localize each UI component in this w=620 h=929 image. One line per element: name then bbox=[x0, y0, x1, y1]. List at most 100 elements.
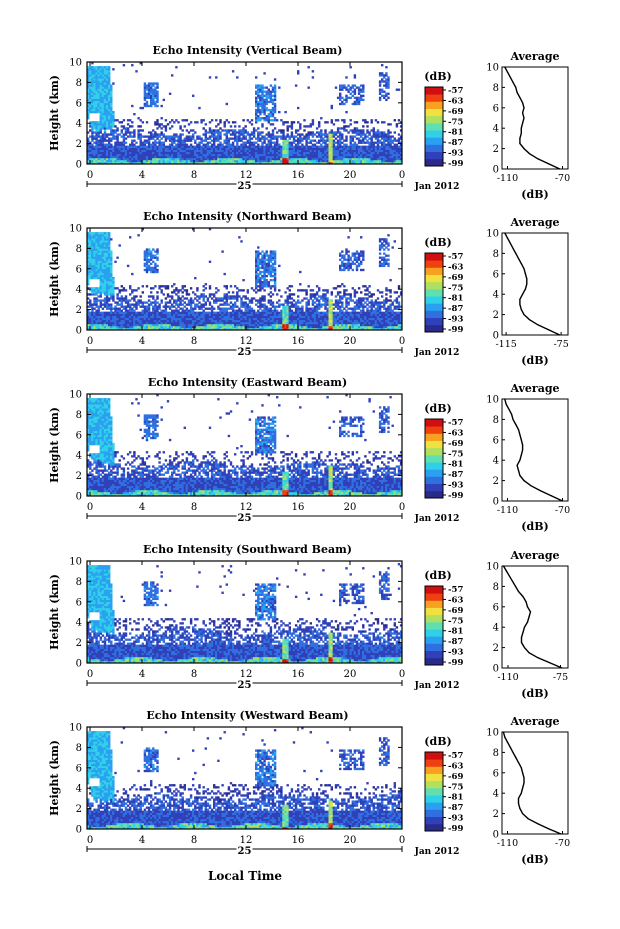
heatmap-cell bbox=[223, 157, 226, 161]
heatmap-cell bbox=[147, 252, 151, 255]
heatmap-cell bbox=[246, 151, 249, 155]
heatmap-cell bbox=[206, 147, 210, 151]
heatmap-cell bbox=[187, 135, 191, 138]
heatmap-cell bbox=[120, 159, 123, 163]
heatmap-cell bbox=[110, 108, 113, 112]
heatmap-cell bbox=[99, 74, 102, 77]
heatmap-cell bbox=[252, 131, 256, 134]
heatmap-cell bbox=[133, 153, 136, 157]
profile-y-tick-label: 6 bbox=[493, 103, 499, 114]
heatmap-cell bbox=[129, 321, 132, 325]
heatmap-cell bbox=[91, 96, 94, 100]
heatmap-cell bbox=[234, 159, 237, 163]
heatmap-cell bbox=[181, 309, 184, 312]
heatmap-cell bbox=[204, 287, 207, 290]
heatmap-cell bbox=[217, 315, 220, 319]
heatmap-cell bbox=[263, 313, 266, 317]
heatmap-cell bbox=[257, 266, 260, 270]
heatmap-cell bbox=[332, 161, 336, 165]
heatmap-cell bbox=[164, 297, 168, 300]
heatmap-cell bbox=[311, 76, 315, 79]
heatmap-cell bbox=[156, 268, 159, 272]
heatmap-cell bbox=[198, 141, 201, 144]
heatmap-cell bbox=[246, 291, 249, 294]
heatmap-cell bbox=[110, 289, 113, 292]
heatmap-cell bbox=[294, 161, 298, 165]
heatmap-cell bbox=[238, 313, 241, 317]
heatmap-cell bbox=[219, 151, 222, 155]
heatmap-cell bbox=[150, 323, 153, 327]
heatmap-cell bbox=[152, 98, 155, 102]
heatmap-cell bbox=[103, 317, 107, 321]
heatmap-cell bbox=[210, 325, 214, 329]
heatmap-cell bbox=[122, 135, 126, 138]
heatmap-cell bbox=[168, 323, 172, 327]
heatmap-cell bbox=[378, 82, 382, 85]
heatmap-cell bbox=[349, 149, 352, 153]
heatmap-cell bbox=[173, 145, 176, 148]
heatmap-cell bbox=[126, 145, 130, 148]
heatmap-cell bbox=[248, 155, 252, 159]
heatmap-cell bbox=[269, 119, 273, 122]
heatmap-cell bbox=[137, 117, 140, 120]
heatmap-cell bbox=[103, 102, 107, 106]
heatmap-cell bbox=[166, 305, 170, 308]
colorbar-segment bbox=[425, 108, 443, 117]
heatmap-cell bbox=[389, 145, 392, 148]
heatmap-cell bbox=[261, 281, 264, 284]
heatmap-cell bbox=[267, 323, 270, 327]
heatmap-cell bbox=[129, 323, 132, 327]
heatmap-cell bbox=[223, 293, 226, 296]
heatmap-cell bbox=[271, 301, 275, 304]
heatmap-cell bbox=[164, 319, 168, 323]
heatmap-cell bbox=[269, 96, 273, 100]
heatmap-cell bbox=[143, 149, 147, 153]
heatmap-cell bbox=[353, 151, 357, 155]
heatmap-cell bbox=[162, 315, 165, 319]
heatmap-cell bbox=[278, 155, 281, 159]
heatmap-cell bbox=[131, 149, 134, 153]
heatmap-cell bbox=[145, 96, 149, 100]
heatmap-cell bbox=[166, 325, 170, 329]
heatmap-cell bbox=[269, 321, 273, 325]
heatmap-cell bbox=[105, 283, 109, 286]
heatmap-cell bbox=[91, 147, 94, 151]
heatmap-cell bbox=[97, 274, 100, 278]
heatmap-cell bbox=[133, 327, 136, 331]
heatmap-cell bbox=[108, 291, 111, 294]
heatmap-cell bbox=[265, 145, 268, 148]
heatmap-cell bbox=[271, 147, 275, 151]
heatmap-cell bbox=[328, 153, 331, 157]
heatmap-cell bbox=[145, 319, 149, 323]
heatmap-cell bbox=[250, 145, 254, 148]
heatmap-cell bbox=[267, 141, 270, 144]
heatmap-cell bbox=[87, 327, 90, 331]
heatmap-cell bbox=[271, 317, 275, 321]
heatmap-cell bbox=[168, 92, 172, 95]
heatmap-cell bbox=[349, 139, 352, 142]
heatmap-cell bbox=[101, 258, 105, 261]
heatmap-cell bbox=[370, 129, 373, 132]
heatmap-cell bbox=[89, 299, 92, 302]
heatmap-cell bbox=[213, 301, 216, 304]
heatmap-cell bbox=[313, 133, 317, 136]
heatmap-cell bbox=[168, 319, 172, 323]
heatmap-cell bbox=[357, 90, 361, 93]
heatmap-cell bbox=[187, 317, 191, 321]
heatmap-cell bbox=[95, 72, 98, 75]
heatmap-cell bbox=[246, 323, 249, 327]
heatmap-cell bbox=[171, 313, 174, 317]
heatmap-cell bbox=[273, 92, 277, 95]
heatmap-cell bbox=[391, 141, 394, 144]
heatmap-cell bbox=[173, 309, 176, 312]
heatmap-cell bbox=[168, 143, 172, 146]
heatmap-cell bbox=[242, 153, 245, 157]
heatmap-cell bbox=[210, 119, 214, 122]
heatmap-cell bbox=[101, 96, 105, 100]
heatmap-cell bbox=[175, 149, 178, 153]
heatmap-cell bbox=[114, 135, 117, 138]
heatmap-cell bbox=[112, 307, 115, 310]
heatmap-cell bbox=[217, 323, 220, 327]
heatmap-cell bbox=[255, 254, 258, 257]
